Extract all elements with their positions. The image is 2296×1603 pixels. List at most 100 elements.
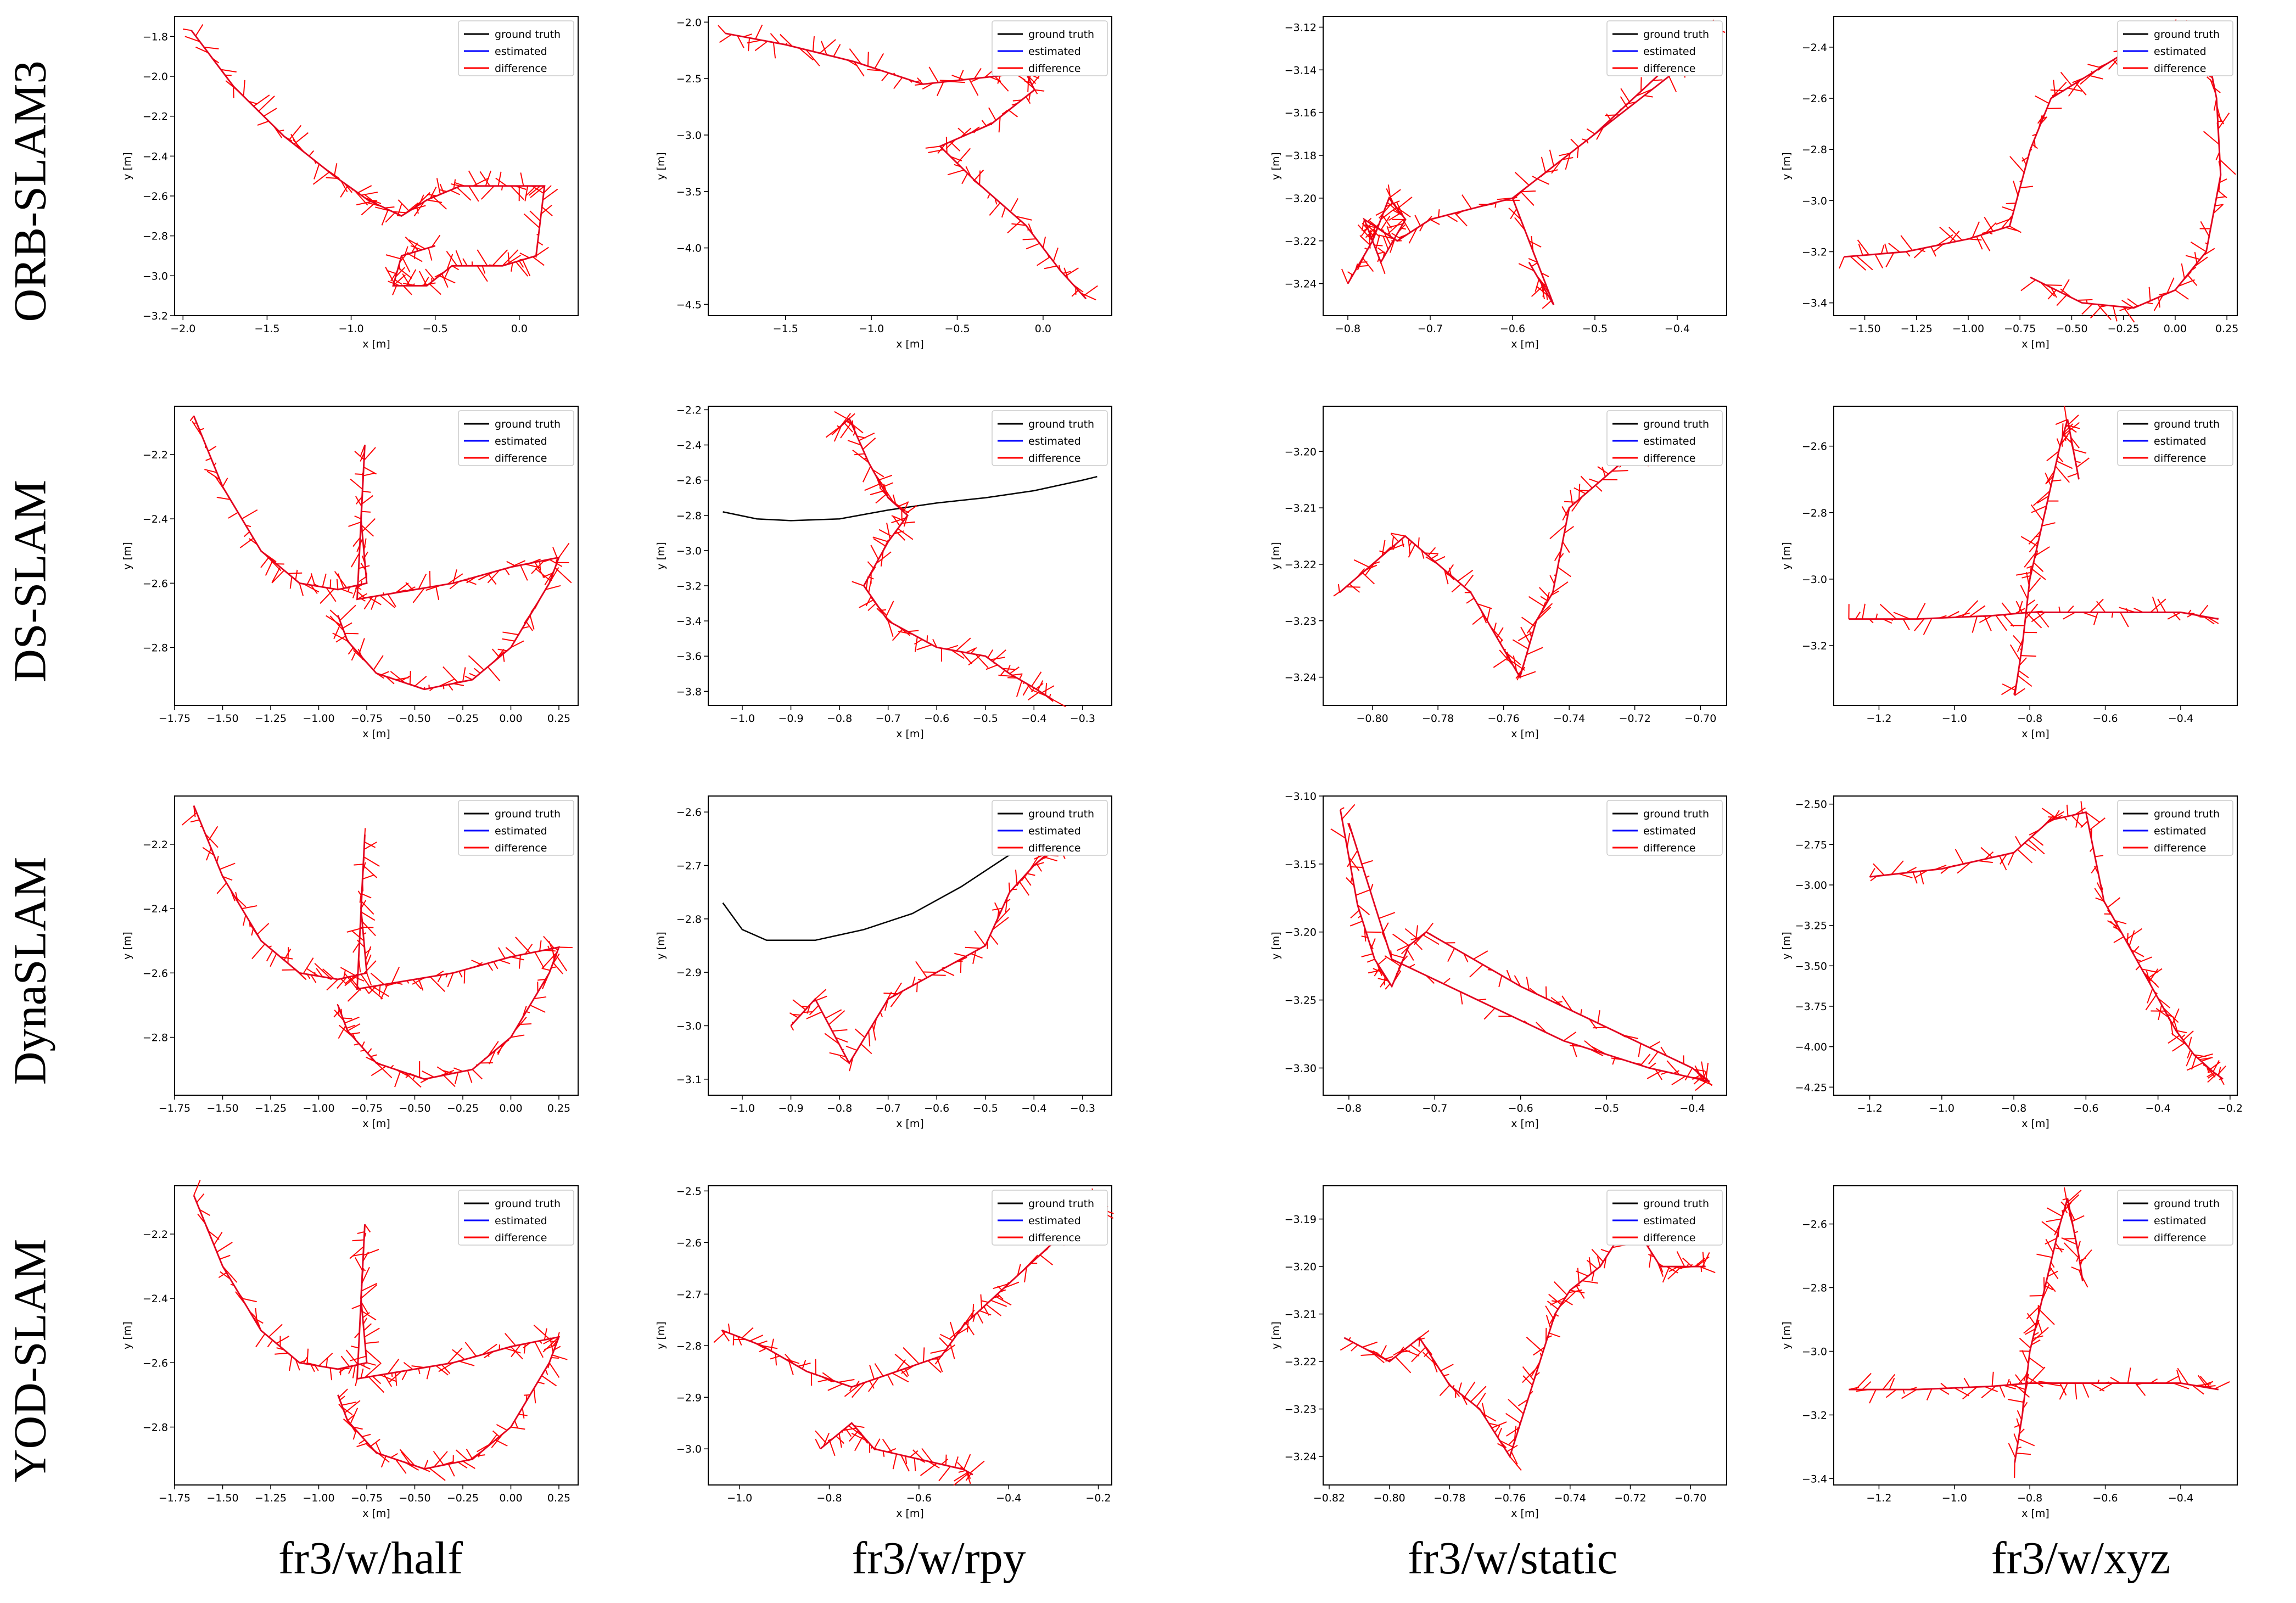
difference-line xyxy=(2059,1383,2067,1396)
difference-line xyxy=(511,1426,525,1430)
x-tick-label: −0.6 xyxy=(2073,1102,2098,1114)
legend-label: ground truth xyxy=(1028,808,1094,820)
difference-line xyxy=(1561,995,1573,1011)
difference-line xyxy=(1541,272,1549,277)
difference-line xyxy=(2019,657,2027,666)
difference-line xyxy=(418,271,428,286)
legend-label: ground truth xyxy=(1643,1198,1709,1210)
difference-line xyxy=(2172,1042,2186,1052)
difference-line xyxy=(348,522,361,527)
difference-line xyxy=(972,951,977,965)
x-tick-label: 0.25 xyxy=(547,1492,570,1504)
difference-line xyxy=(1407,949,1414,961)
difference-line xyxy=(1377,251,1385,255)
difference-line xyxy=(2021,1350,2029,1365)
difference-line xyxy=(363,447,376,461)
difference-line xyxy=(1034,89,1045,92)
difference-line xyxy=(535,246,549,256)
difference-line xyxy=(1893,612,1911,620)
difference-line xyxy=(384,206,395,209)
difference-line xyxy=(2009,156,2025,173)
difference-line xyxy=(905,505,917,514)
difference-line xyxy=(1995,218,2012,225)
difference-line xyxy=(429,1467,446,1481)
difference-line xyxy=(817,1378,830,1383)
difference-line xyxy=(1008,882,1011,893)
x-tick-label: −2.0 xyxy=(170,323,195,335)
y-tick-label: −3.4 xyxy=(1802,1473,1827,1485)
difference-line xyxy=(505,1333,517,1346)
difference-line xyxy=(1573,487,1586,495)
legend-label: difference xyxy=(1643,842,1695,854)
difference-line xyxy=(295,569,298,580)
y-tick-label: −4.00 xyxy=(1795,1041,1827,1053)
difference-line xyxy=(2070,437,2080,449)
difference-line xyxy=(361,518,376,533)
x-tick-label: −0.25 xyxy=(447,1492,479,1504)
difference-line xyxy=(497,1043,504,1055)
legend-label: ground truth xyxy=(1028,418,1094,430)
x-tick-label: −1.0 xyxy=(338,323,363,335)
difference-line xyxy=(1591,1248,1604,1263)
legend-label: estimated xyxy=(1643,1215,1696,1227)
x-tick-label: −0.6 xyxy=(906,1492,932,1504)
difference-line xyxy=(1434,556,1446,562)
x-tick-label: −0.25 xyxy=(447,713,479,725)
difference-line xyxy=(552,1354,568,1360)
difference-line xyxy=(1995,615,2007,631)
difference-line xyxy=(1874,254,1884,268)
difference-line xyxy=(2074,1383,2077,1400)
difference-line xyxy=(395,582,409,593)
difference-line xyxy=(809,1005,819,1016)
difference-line xyxy=(1499,1440,1514,1448)
y-axis-label: y [m] xyxy=(1270,542,1282,570)
difference-line xyxy=(511,640,524,648)
difference-line xyxy=(1443,1374,1449,1377)
difference-line xyxy=(868,576,874,580)
difference-line xyxy=(558,946,573,949)
difference-line xyxy=(832,1029,848,1032)
difference-line xyxy=(1439,1385,1451,1397)
difference-line xyxy=(2176,1369,2181,1383)
difference-line xyxy=(491,648,500,658)
difference-line xyxy=(970,648,976,654)
difference-line xyxy=(1855,612,1861,620)
y-tick-label: −3.4 xyxy=(1802,298,1827,310)
difference-line xyxy=(2016,1418,2021,1430)
difference-line xyxy=(1506,969,1512,982)
difference-line xyxy=(347,988,362,1002)
x-tick-label: 0.25 xyxy=(547,713,570,725)
difference-line xyxy=(360,911,376,921)
difference-overlay-line xyxy=(2014,419,2080,696)
difference-line xyxy=(1514,217,1526,231)
difference-line xyxy=(190,819,200,823)
difference-line xyxy=(2123,306,2135,323)
difference-line xyxy=(363,596,373,610)
x-tick-label: 0.25 xyxy=(547,1102,570,1114)
difference-line xyxy=(2063,423,2074,434)
difference-line xyxy=(802,1359,807,1369)
difference-line xyxy=(529,210,541,222)
difference-line xyxy=(458,971,463,978)
difference-overlay-line xyxy=(193,416,561,691)
difference-line xyxy=(332,632,348,642)
difference-line xyxy=(2018,1438,2035,1447)
difference-line xyxy=(534,996,547,1000)
difference-line xyxy=(749,1335,764,1342)
difference-line xyxy=(901,521,916,524)
y-tick-label: −3.75 xyxy=(1795,1001,1827,1013)
difference-line xyxy=(2053,80,2056,96)
difference-line xyxy=(1017,1264,1021,1276)
difference-line xyxy=(524,186,529,201)
difference-line xyxy=(337,977,348,989)
y-tick-label: −2.2 xyxy=(143,111,168,123)
difference-line xyxy=(387,593,396,607)
difference-line xyxy=(532,256,545,266)
y-tick-label: −2.8 xyxy=(1802,507,1827,519)
difference-line xyxy=(1518,263,1535,272)
difference-line xyxy=(272,567,281,582)
difference-line xyxy=(390,1453,398,1459)
y-tick-label: −3.2 xyxy=(1802,640,1827,652)
difference-line xyxy=(2049,1266,2059,1279)
difference-line xyxy=(425,268,435,281)
